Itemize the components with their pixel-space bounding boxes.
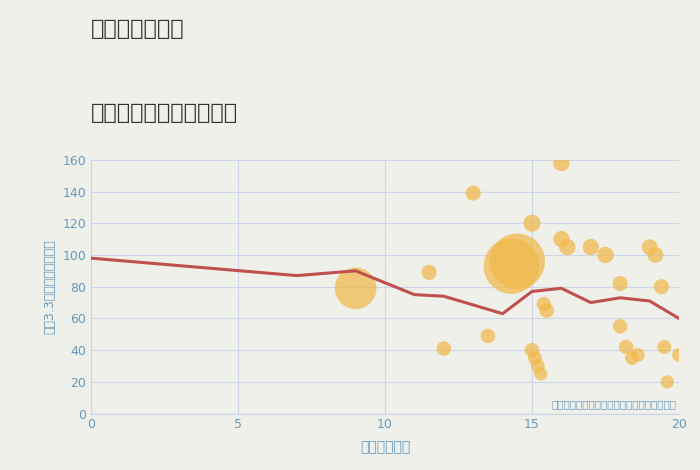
Y-axis label: 坪（3.3㎡）単価（万円）: 坪（3.3㎡）単価（万円）: [43, 239, 57, 334]
Point: [536, 370, 547, 378]
Point: [512, 258, 523, 265]
Point: [600, 251, 611, 258]
Text: 千葉県柏市東の: 千葉県柏市東の: [91, 19, 185, 39]
Point: [632, 351, 643, 359]
Point: [556, 159, 567, 167]
Point: [650, 251, 661, 258]
Point: [659, 343, 670, 351]
Point: [506, 262, 517, 270]
Point: [673, 351, 685, 359]
Point: [656, 283, 667, 290]
Point: [662, 378, 673, 385]
Point: [538, 300, 550, 308]
Point: [526, 219, 538, 227]
Point: [615, 280, 626, 287]
Point: [438, 345, 449, 352]
Text: 駅距離別中古戸建て価格: 駅距離別中古戸建て価格: [91, 103, 238, 124]
Text: 円の大きさは、取引のあった物件面積を示す: 円の大きさは、取引のあった物件面積を示す: [551, 399, 676, 409]
Point: [620, 343, 631, 351]
Point: [468, 189, 479, 197]
Point: [350, 284, 361, 292]
Point: [529, 354, 540, 362]
Point: [644, 243, 655, 251]
Point: [626, 354, 638, 362]
Point: [556, 235, 567, 243]
Point: [561, 243, 573, 251]
Point: [585, 243, 596, 251]
Point: [482, 332, 493, 340]
Point: [615, 322, 626, 330]
Point: [532, 362, 543, 370]
Point: [541, 307, 552, 314]
X-axis label: 駅距離（分）: 駅距離（分）: [360, 440, 410, 454]
Point: [424, 269, 435, 276]
Point: [526, 346, 538, 354]
